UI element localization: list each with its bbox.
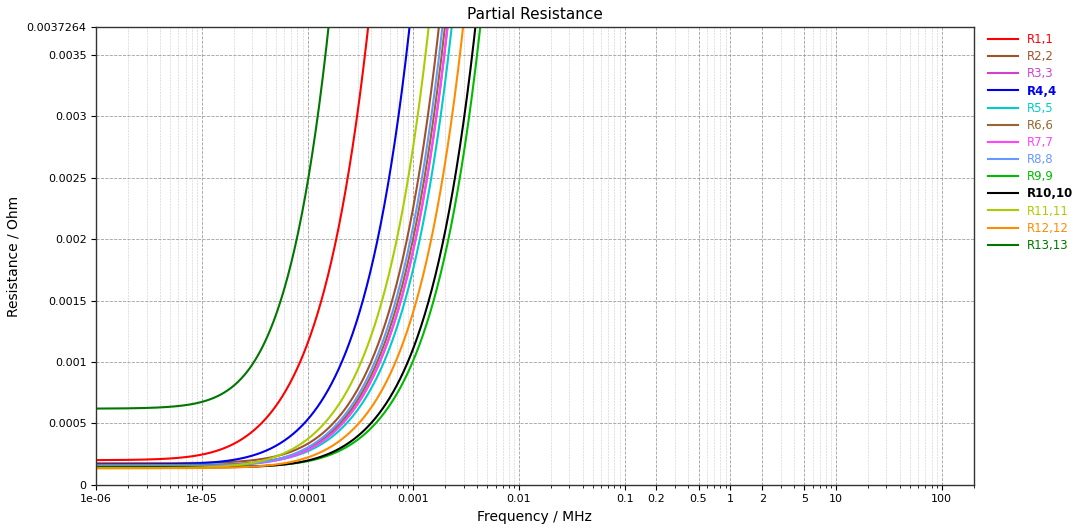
- R5,5: [179, 462, 192, 468]
- R9,9: [445, 223, 458, 229]
- R2,2: [90, 460, 103, 466]
- Line: R8,8: R8,8: [96, 0, 973, 467]
- R5,5: [90, 462, 103, 468]
- Line: R7,7: R7,7: [96, 0, 973, 466]
- Line: R11,11: R11,11: [96, 0, 973, 468]
- R8,8: [179, 463, 192, 469]
- R11,11: [90, 465, 103, 472]
- R11,11: [179, 465, 192, 471]
- Line: R9,9: R9,9: [96, 0, 973, 467]
- R12,12: [445, 120, 458, 126]
- Line: R6,6: R6,6: [96, 0, 973, 466]
- R9,9: [179, 464, 192, 470]
- R10,10: [179, 464, 192, 470]
- R10,10: [90, 465, 103, 471]
- Line: R2,2: R2,2: [96, 0, 973, 463]
- R12,12: [179, 465, 192, 472]
- R7,7: [90, 463, 103, 469]
- R6,6: [179, 463, 192, 469]
- R1,1: [179, 454, 192, 460]
- R7,7: [179, 463, 192, 469]
- R4,4: [90, 461, 103, 468]
- R13,13: [179, 402, 192, 408]
- R6,6: [90, 463, 103, 469]
- R9,9: [476, 2, 489, 8]
- R5,5: [445, 30, 458, 36]
- R10,10: [445, 198, 458, 204]
- Legend: R1,1, R2,2, R3,3, R4,4, R5,5, R6,6, R7,7, R8,8, R9,9, R10,10, R11,11, R12,12, R1: R1,1, R2,2, R3,3, R4,4, R5,5, R6,6, R7,7…: [988, 33, 1074, 252]
- Line: R13,13: R13,13: [96, 0, 973, 408]
- R3,3: [179, 462, 192, 468]
- Line: R5,5: R5,5: [96, 0, 973, 465]
- R12,12: [90, 465, 103, 472]
- Title: Partial Resistance: Partial Resistance: [467, 7, 603, 22]
- R1,1: [90, 457, 103, 464]
- Line: R1,1: R1,1: [96, 0, 973, 460]
- R3,3: [90, 462, 103, 468]
- Line: R10,10: R10,10: [96, 0, 973, 468]
- Line: R12,12: R12,12: [96, 0, 973, 468]
- Line: R4,4: R4,4: [96, 0, 973, 465]
- R8,8: [90, 464, 103, 470]
- Y-axis label: Resistance / Ohm: Resistance / Ohm: [6, 195, 21, 316]
- R4,4: [179, 460, 192, 467]
- X-axis label: Frequency / MHz: Frequency / MHz: [477, 510, 592, 524]
- R2,2: [179, 460, 192, 466]
- R9,9: [90, 464, 103, 470]
- R13,13: [90, 405, 103, 412]
- Line: R3,3: R3,3: [96, 0, 973, 465]
